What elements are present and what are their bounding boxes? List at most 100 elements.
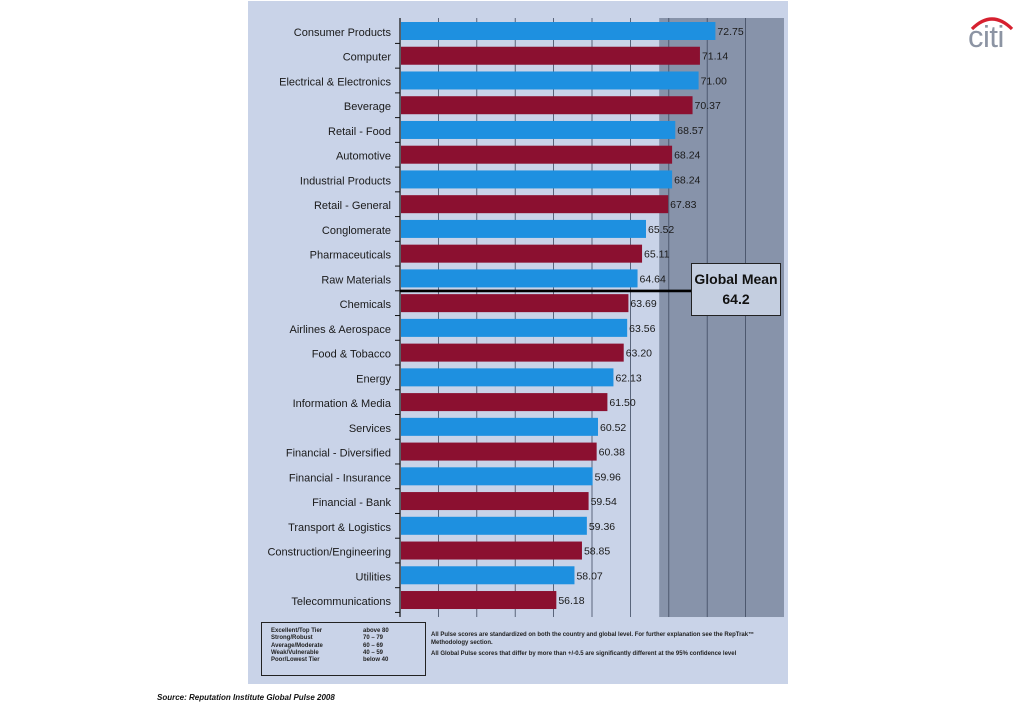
value-label: 58.85: [584, 546, 610, 558]
bar: [401, 541, 582, 560]
value-label: 71.14: [702, 51, 728, 63]
category-label: Computer: [343, 52, 392, 64]
bar: [401, 195, 669, 214]
category-label: Information & Media: [293, 398, 392, 410]
tier-legend: Excellent/Top Tier above 80 Strong/Robust 7…: [261, 622, 426, 676]
category-label: Chemicals: [340, 299, 392, 311]
legend-row: Poor/Lowest Tier below 40: [271, 657, 419, 664]
category-label: Financial - Bank: [312, 497, 391, 509]
bar: [401, 22, 716, 40]
bar: [401, 120, 676, 139]
bar: [401, 343, 624, 362]
value-label: 68.24: [674, 174, 700, 186]
value-label: 64.64: [640, 273, 666, 285]
value-label: 59.96: [595, 471, 621, 483]
value-label: 63.56: [629, 323, 655, 335]
value-label: 72.75: [717, 26, 743, 38]
category-label: Conglomerate: [322, 225, 391, 237]
bar: [401, 393, 608, 412]
bar: [401, 96, 693, 115]
category-label: Construction/Engineering: [267, 547, 391, 559]
bar: [401, 145, 673, 164]
bar: [401, 71, 699, 90]
value-label: 62.13: [615, 372, 641, 384]
legend-row: Excellent/Top Tier above 80: [271, 628, 419, 635]
value-label: 68.24: [674, 150, 700, 162]
bar: [401, 516, 587, 535]
bar: [401, 368, 614, 387]
category-label: Telecommunications: [291, 596, 391, 608]
bar: [401, 442, 597, 461]
legend-row: Weak/Vulnerable 40 – 59: [271, 650, 419, 657]
value-label: 63.69: [630, 298, 656, 310]
legend-tier: Excellent/Top Tier: [271, 628, 323, 634]
methodology-notes: All Pulse scores are standardized on bot…: [431, 632, 776, 663]
bar: [401, 244, 643, 263]
value-label: 70.37: [695, 100, 721, 112]
note-standardized: All Pulse scores are standardized on bot…: [431, 632, 755, 646]
bar: [401, 46, 700, 65]
logo-text: citi: [968, 19, 1004, 54]
bar: [401, 467, 593, 486]
bar: [401, 492, 589, 511]
value-label: 63.20: [626, 348, 652, 360]
value-label: 60.38: [599, 447, 625, 459]
category-label: Raw Materials: [321, 274, 391, 286]
legend-tier: Strong/Robust: [271, 635, 313, 642]
bar: [401, 269, 638, 288]
category-label: Financial - Insurance: [289, 472, 391, 484]
value-label: 56.18: [558, 595, 584, 607]
category-label: Food & Tobacco: [312, 349, 391, 361]
legend-row: Strong/Robust 70 – 79: [271, 635, 419, 642]
value-label: 58.07: [576, 570, 602, 582]
source-caption: Source: Reputation Institute Global Puls…: [157, 693, 335, 702]
global-mean-box: Global Mean 64.2: [691, 263, 781, 316]
value-label: 65.11: [644, 249, 670, 261]
category-label: Utilities: [356, 571, 392, 583]
category-label: Automotive: [336, 151, 391, 163]
global-mean-label: Global Mean: [694, 271, 778, 287]
category-label: Beverage: [344, 101, 391, 113]
bar: [401, 170, 673, 189]
value-label: 67.83: [670, 199, 696, 211]
category-label: Energy: [356, 373, 391, 385]
category-label: Airlines & Aerospace: [290, 324, 392, 336]
value-label: 61.50: [609, 397, 635, 409]
legend-range: 70 – 79: [363, 635, 384, 642]
legend-tier: Poor/Lowest Tier: [271, 657, 320, 664]
category-label: Pharmaceuticals: [310, 250, 392, 262]
logo-arc-icon: [970, 17, 1014, 31]
value-label: 59.36: [589, 521, 615, 533]
bar: [401, 219, 646, 238]
note-significance: All Global Pulse scores that differ by m…: [431, 651, 737, 657]
legend-range: above 80: [363, 628, 389, 634]
category-label: Transport & Logistics: [288, 522, 391, 534]
bar: [401, 294, 629, 313]
category-label: Financial - Diversified: [286, 448, 391, 460]
legend-row: Average/Moderate 60 – 69: [271, 643, 419, 650]
bar: [401, 417, 598, 436]
value-label: 59.54: [591, 496, 617, 508]
category-label: Industrial Products: [300, 175, 392, 187]
bar: [401, 566, 575, 585]
legend-tier: Weak/Vulnerable: [271, 649, 319, 656]
legend-range: below 40: [363, 657, 389, 664]
bar: [401, 318, 628, 337]
legend-tier: Average/Moderate: [271, 642, 323, 649]
value-label: 65.52: [648, 224, 674, 236]
category-label: Retail - General: [314, 200, 391, 212]
category-label: Retail - Food: [328, 126, 391, 138]
category-label: Services: [349, 423, 392, 435]
value-label: 71.00: [701, 75, 727, 87]
category-label: Consumer Products: [294, 27, 392, 39]
value-label: 68.57: [677, 125, 703, 137]
global-mean-value: 64.2: [722, 291, 750, 307]
legend-range: 60 – 69: [363, 642, 384, 649]
category-label: Electrical & Electronics: [279, 76, 391, 88]
citi-logo: citi: [958, 12, 1014, 54]
plot-shade: [659, 18, 784, 618]
bar: [401, 591, 557, 610]
legend-range: 40 – 59: [363, 649, 384, 656]
value-label: 60.52: [600, 422, 626, 434]
